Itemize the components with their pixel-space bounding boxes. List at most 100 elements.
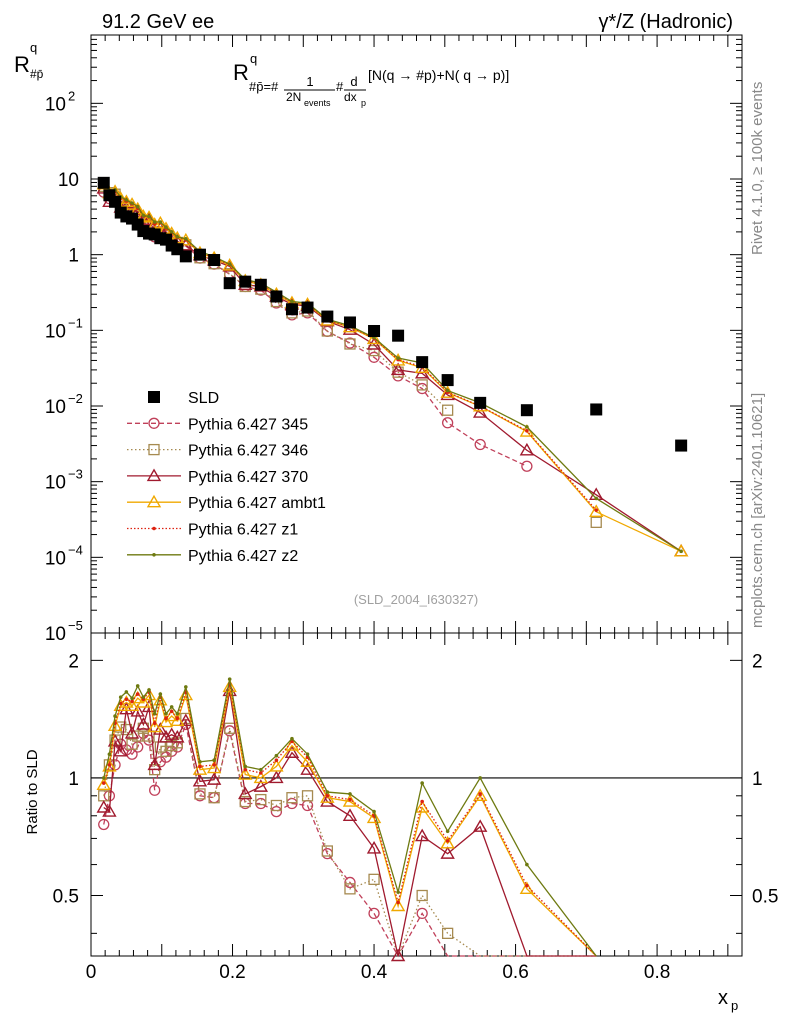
data-point xyxy=(113,743,128,757)
data-point xyxy=(472,405,488,418)
data-point xyxy=(212,763,216,767)
data-point xyxy=(130,201,134,205)
series-line xyxy=(103,715,597,958)
data-point xyxy=(286,792,298,804)
data-point xyxy=(348,797,352,802)
data-point xyxy=(590,403,603,416)
data-point xyxy=(152,220,157,224)
data-point xyxy=(147,757,162,771)
data-point xyxy=(146,494,162,508)
svg-text:dx: dx xyxy=(344,90,357,104)
data-point xyxy=(594,496,599,501)
ratio-y-tick-label-right: 0.5 xyxy=(752,887,778,908)
data-point xyxy=(270,805,283,818)
ratio-plot-frame xyxy=(90,632,743,957)
ratio-y-tick-label: 0.5 xyxy=(53,887,79,908)
legend-item-345: Pythia 6.427 345 xyxy=(127,416,308,433)
svg-text:q: q xyxy=(30,40,37,55)
data-point xyxy=(590,516,602,528)
data-point xyxy=(169,230,174,234)
data-point xyxy=(285,303,298,316)
data-point xyxy=(274,753,279,758)
data-point xyxy=(284,745,300,758)
rivet-label: Rivet 4.1.0, ≥ 100k events xyxy=(749,82,766,255)
legend-item-346: Pythia 6.427 346 xyxy=(127,443,308,460)
y-tick-label: 10 xyxy=(45,473,66,494)
data-point xyxy=(148,443,160,456)
data-point xyxy=(396,900,400,905)
data-point xyxy=(305,752,310,757)
data-point xyxy=(222,683,237,697)
data-point xyxy=(118,701,123,706)
data-point xyxy=(344,876,356,889)
data-point xyxy=(594,508,599,512)
data-point xyxy=(253,770,269,784)
data-point xyxy=(169,705,174,709)
legend-item-z1: Pythia 6.427 z1 xyxy=(127,522,298,539)
data-point xyxy=(269,759,284,772)
data-point xyxy=(321,310,334,323)
data-point xyxy=(222,679,237,693)
x-tick-label: 0.2 xyxy=(219,962,245,983)
mcplots-label: mcplots.cern.ch [arXiv:2401.10621] xyxy=(749,393,766,628)
data-point xyxy=(270,290,283,303)
data-point xyxy=(141,699,157,713)
data-point xyxy=(193,248,206,261)
svg-text:R: R xyxy=(233,60,249,85)
data-point xyxy=(107,752,112,757)
data-point xyxy=(152,553,156,557)
data-point xyxy=(96,777,111,791)
data-point xyxy=(290,736,294,741)
data-point xyxy=(321,845,333,857)
data-point xyxy=(320,790,335,803)
data-point xyxy=(227,262,232,266)
data-point xyxy=(146,468,162,482)
data-point xyxy=(164,708,179,722)
legend-label: Pythia 6.427 z1 xyxy=(188,522,298,539)
data-point xyxy=(160,751,172,763)
header-left: 91.2 GeV ee xyxy=(102,11,214,33)
data-point xyxy=(124,198,129,202)
data-point xyxy=(179,250,192,263)
data-point xyxy=(164,716,168,721)
data-point xyxy=(478,776,482,780)
data-point xyxy=(416,889,428,902)
data-point xyxy=(102,804,117,817)
legend-item-370: Pythia 6.427 370 xyxy=(127,468,308,486)
data-point xyxy=(97,176,110,189)
data-point xyxy=(149,784,161,796)
svg-text:x: x xyxy=(718,987,728,1009)
data-point xyxy=(525,883,529,888)
data-point xyxy=(152,526,156,531)
data-point xyxy=(206,760,222,774)
data-point xyxy=(113,714,117,718)
data-point xyxy=(243,764,248,769)
data-point xyxy=(212,758,216,763)
data-point xyxy=(147,214,151,219)
data-point xyxy=(259,771,263,775)
data-point xyxy=(390,353,406,366)
data-point xyxy=(124,698,140,711)
data-point xyxy=(253,779,269,792)
data-point xyxy=(147,688,151,692)
data-point xyxy=(445,839,450,843)
legend-item-z2: Pythia 6.427 z2 xyxy=(127,548,298,565)
data-point xyxy=(208,254,221,267)
legend: SLD Pythia 6.427 345 Pythia 6.427 346 Pythi… xyxy=(127,390,326,565)
watermark: (SLD_2004_I630327) xyxy=(354,592,478,607)
y-tick-label: 10 xyxy=(45,321,66,342)
x-tick-label: 0.4 xyxy=(361,962,388,983)
x-tick-label: 0 xyxy=(86,962,97,983)
data-point xyxy=(178,713,194,727)
legend-label: Pythia 6.427 346 xyxy=(188,443,308,460)
data-point xyxy=(194,788,206,800)
data-point xyxy=(124,197,140,210)
data-point xyxy=(286,797,298,810)
data-point xyxy=(160,745,172,757)
x-tick-label: 0.6 xyxy=(502,962,528,983)
data-point xyxy=(342,808,358,821)
data-point xyxy=(126,738,138,750)
data-point xyxy=(169,709,174,714)
x-tick-label: 0.8 xyxy=(644,962,670,983)
